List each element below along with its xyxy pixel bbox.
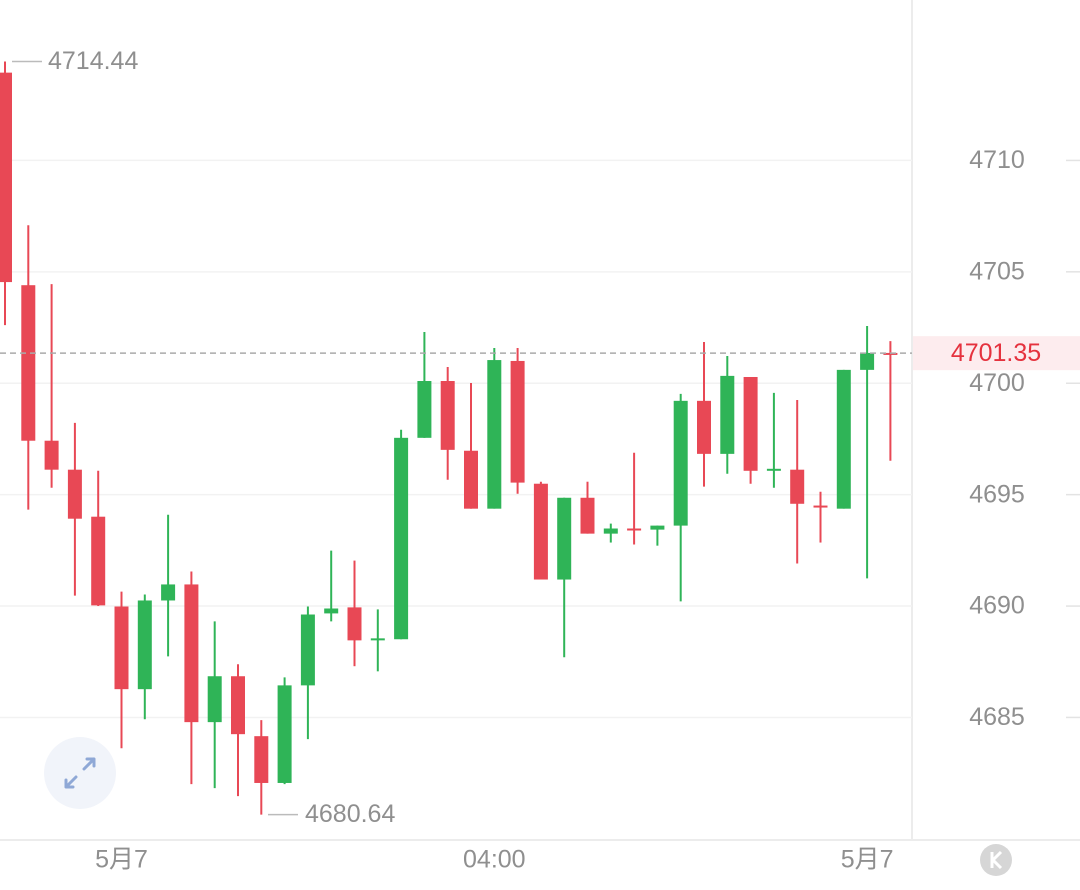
candle-body [207,676,222,723]
candle-body [650,525,665,530]
candle-body [44,440,59,470]
y-tick-label: 4695 [969,480,1025,508]
candle-body [277,685,292,783]
candle-body [557,497,572,580]
candle-body [813,505,828,508]
candle-body [860,352,875,370]
candle-body [394,437,409,640]
candle-body [766,468,781,471]
x-tick-label: 5月7 [841,846,894,874]
candle-body [580,497,595,534]
y-tick-label: 4700 [969,369,1025,397]
candle-body [347,607,362,641]
candle-body [300,614,315,686]
expand-icon [64,757,96,789]
candle-body [231,676,245,735]
candle-body [114,606,129,690]
last-price-bg [913,336,1080,371]
candle-body [603,528,618,534]
candle-body [67,469,82,519]
expand-button[interactable] [44,737,116,809]
high-label: 4714.44 [48,47,138,75]
last-price-label: 4701.35 [951,339,1041,367]
candle-body [464,450,478,509]
candle-body [0,72,12,283]
candle-body [720,375,735,454]
candle-body [161,584,176,601]
candle-body [743,376,758,471]
candle-body [487,360,502,509]
x-tick-label: 04:00 [463,846,526,874]
candle-body [370,638,385,641]
candle-body [254,736,269,783]
collapse-icon [990,850,1003,870]
y-tick-label: 4705 [969,257,1025,285]
candle-body [673,400,688,526]
candle-body [836,369,851,509]
candle-body [510,360,525,483]
candle-body [184,584,199,723]
candle-body [883,352,898,355]
candle-body [533,483,548,580]
candle-body [627,528,642,531]
low-label: 4680.64 [305,800,395,828]
collapse-button[interactable] [980,844,1012,876]
candle-body [697,400,711,454]
x-tick-label: 5月7 [95,846,148,874]
candle-body [790,469,805,504]
candle-body [324,608,339,614]
y-tick-label: 4685 [969,703,1025,731]
candle-body [21,285,36,441]
candle-body [91,516,106,606]
candle-body [440,381,455,450]
y-tick-label: 4710 [969,146,1025,174]
candle-body [137,600,152,690]
y-tick-label: 4690 [969,592,1025,620]
candle-body [417,381,432,438]
